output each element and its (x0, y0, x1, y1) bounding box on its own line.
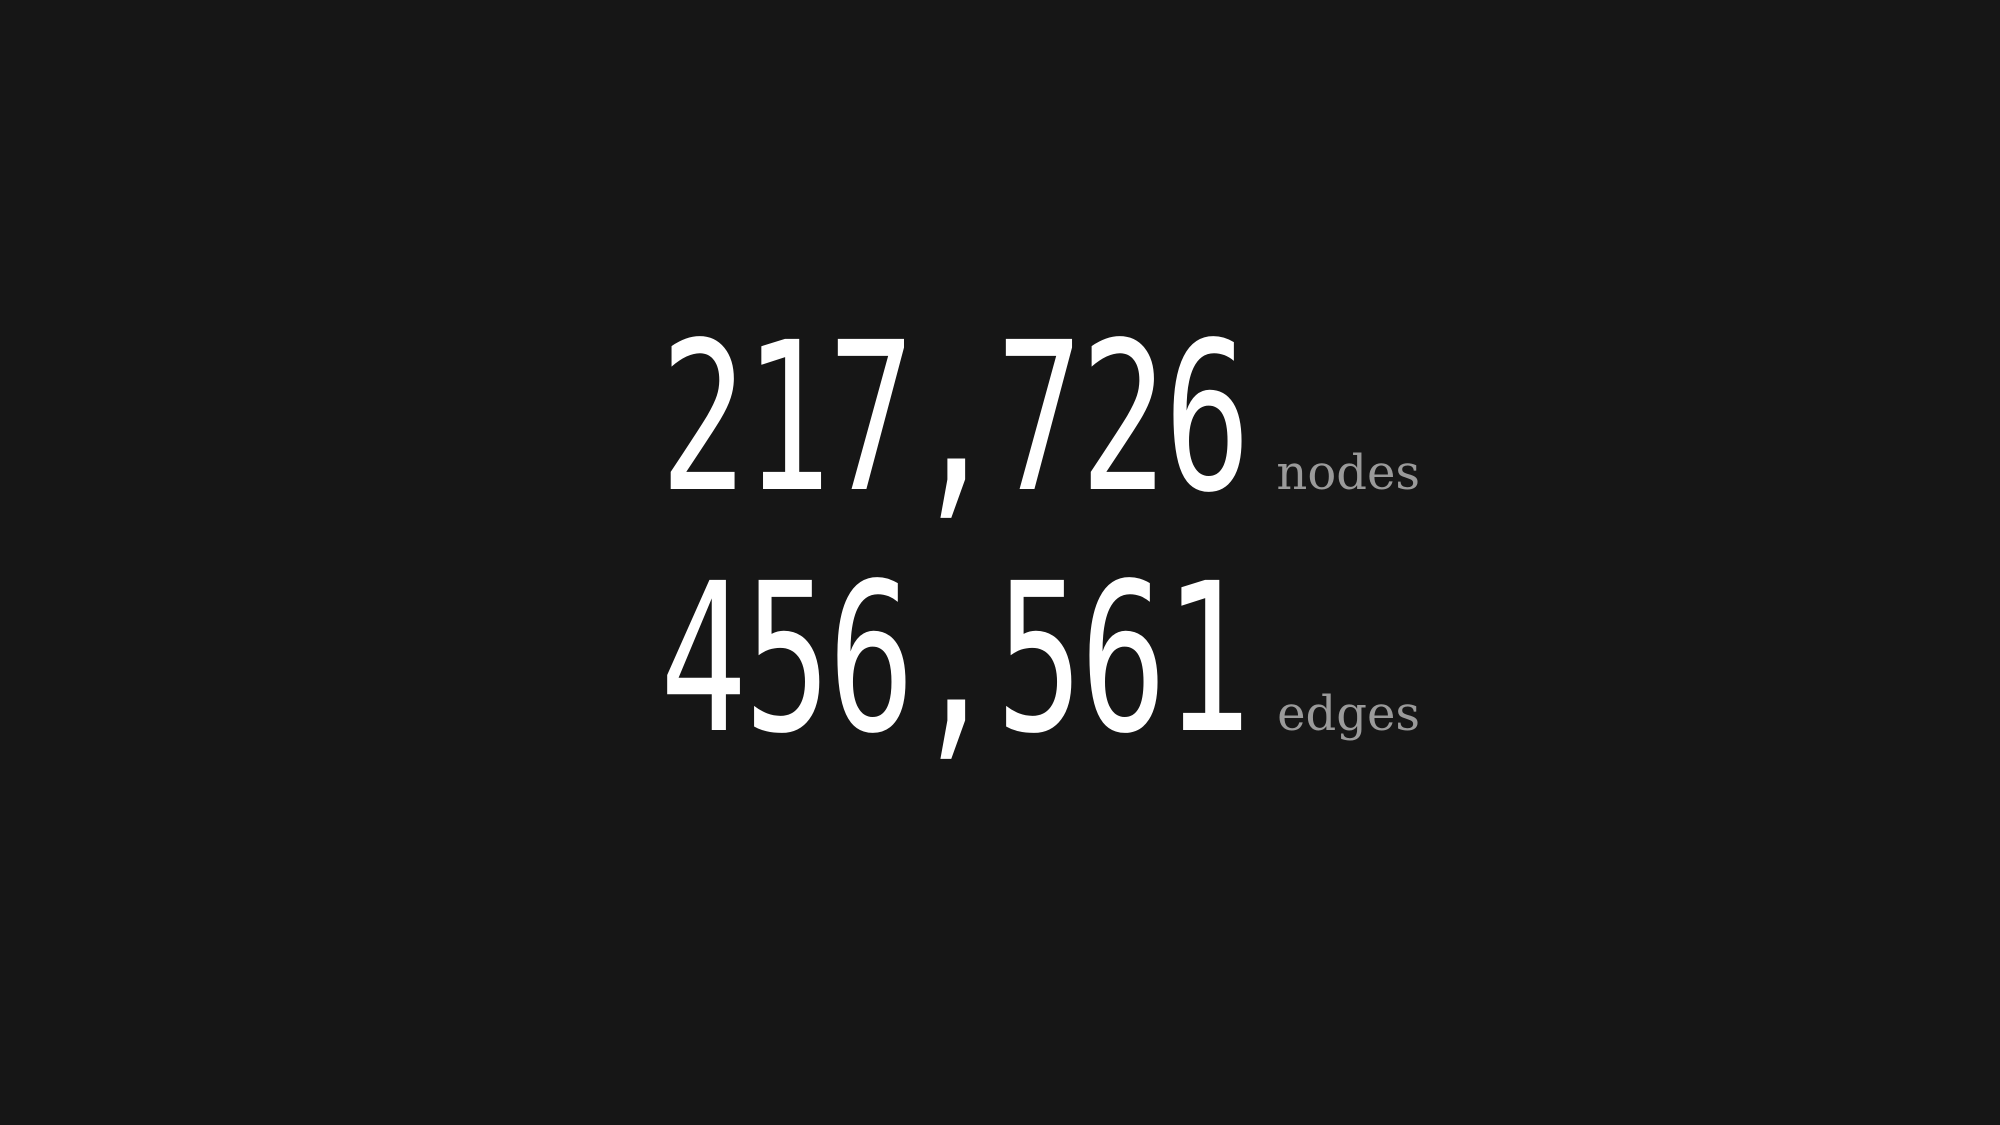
edges-label: edges (1277, 686, 1420, 742)
nodes-count: 217,726 (660, 298, 1251, 538)
nodes-stat: 217,726 nodes (660, 315, 1420, 556)
nodes-label: nodes (1276, 445, 1420, 501)
edges-count: 456,561 (660, 539, 1251, 779)
edges-stat: 456,561 edges (660, 556, 1420, 797)
stats-panel: 217,726 nodes 456,561 edges (660, 315, 1420, 797)
